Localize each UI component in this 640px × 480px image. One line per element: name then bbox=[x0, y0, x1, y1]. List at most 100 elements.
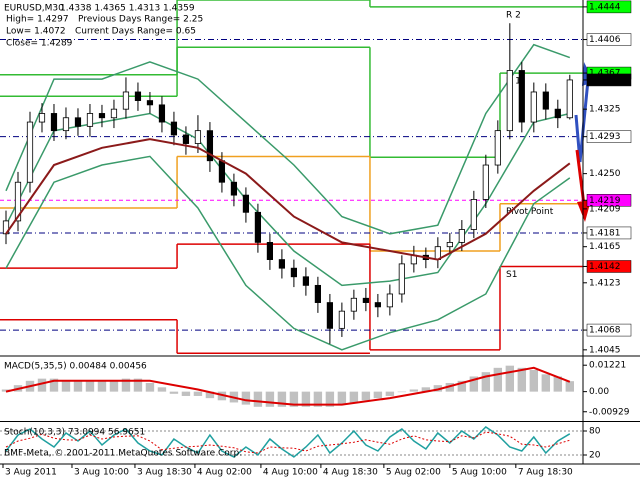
x-tick-label: 4 Aug 18:30 bbox=[323, 468, 378, 478]
candle-body bbox=[566, 79, 573, 119]
candle-body bbox=[86, 113, 94, 127]
candle-body bbox=[350, 297, 357, 312]
macd-bar bbox=[145, 382, 155, 392]
macd-bar bbox=[157, 387, 167, 392]
y-tick-box bbox=[586, 323, 632, 337]
x-tick-label: 4 Aug 02:00 bbox=[197, 468, 252, 478]
panel-title: MACD(5,35,5) 0.00484 0.00456 bbox=[4, 362, 147, 372]
candle-body bbox=[290, 267, 297, 278]
y-tick-label: 1.4219 bbox=[589, 196, 621, 206]
y-tick-label: 1.4367 bbox=[589, 69, 621, 79]
y-tick-label: 1.4406 bbox=[589, 35, 621, 45]
y-tick-label: 1.4250 bbox=[589, 169, 621, 179]
candle-body bbox=[386, 293, 393, 308]
y-tick-box bbox=[586, 130, 632, 143]
candle-body bbox=[158, 104, 166, 123]
candle-body bbox=[2, 220, 10, 235]
candle-body bbox=[50, 113, 58, 132]
y-tick-label: 1.4359 bbox=[589, 75, 621, 85]
panel-title: Stoch(10,3,3) 73.0994 56.9651 bbox=[4, 428, 145, 438]
macd-bar bbox=[517, 367, 527, 392]
candle-body bbox=[266, 241, 274, 260]
macd-bar bbox=[409, 389, 419, 392]
candle-body bbox=[398, 263, 405, 295]
candle-body bbox=[74, 117, 82, 127]
y-tick-label: 80 bbox=[589, 427, 601, 437]
y-tick-label: 1.4325 bbox=[589, 105, 621, 115]
candle-body bbox=[446, 241, 453, 248]
x-tick-label: 3 Aug 2011 bbox=[5, 468, 57, 478]
macd-bar bbox=[85, 380, 95, 392]
candle-body bbox=[110, 108, 118, 119]
candle-body bbox=[314, 284, 321, 303]
macd-bar bbox=[397, 391, 407, 393]
macd-bar bbox=[529, 369, 539, 392]
candle-body bbox=[146, 100, 154, 106]
macd-bar bbox=[313, 391, 323, 407]
y-tick-label: 1.4209 bbox=[589, 204, 621, 214]
macd-bar bbox=[241, 391, 251, 405]
info-line: Current Days Range= 0.65 bbox=[75, 27, 196, 37]
band-line bbox=[5, 155, 571, 351]
candle-body bbox=[482, 164, 489, 200]
macd-bar bbox=[277, 391, 287, 407]
macd-bar bbox=[265, 391, 275, 407]
macd-bar bbox=[193, 391, 203, 396]
macd-bar bbox=[181, 391, 191, 396]
macd-bar bbox=[445, 382, 455, 392]
candle-body bbox=[518, 70, 525, 123]
candle-body bbox=[230, 181, 238, 196]
candle-body bbox=[530, 91, 537, 123]
macd-bar bbox=[481, 372, 491, 392]
x-tick-label: 4 Aug 10:00 bbox=[263, 468, 318, 478]
y-tick-label: 0.00 bbox=[589, 387, 609, 397]
candle-body bbox=[542, 91, 549, 110]
candle-body bbox=[206, 130, 214, 162]
signal-line bbox=[5, 366, 571, 406]
macd-bar bbox=[553, 376, 563, 392]
x-tick-label: 3 Aug 18:30 bbox=[137, 468, 192, 478]
ohlc-header: 1.4338 1.4365 1.4313 1.4359 bbox=[60, 4, 195, 14]
macd-bar bbox=[385, 391, 395, 396]
x-tick-label: 7 Aug 18:30 bbox=[518, 468, 573, 478]
info-line: Previous Days Range= 2.25 bbox=[78, 15, 203, 25]
y-tick-box bbox=[586, 0, 632, 14]
macd-bar bbox=[253, 391, 263, 407]
macd-bar bbox=[457, 380, 467, 392]
candle-body bbox=[182, 134, 190, 144]
macd-bar bbox=[73, 380, 83, 392]
macd-bar bbox=[37, 378, 47, 392]
macd-bar bbox=[505, 365, 515, 392]
y-tick-box bbox=[586, 33, 632, 46]
y-tick-label: 1.4045 bbox=[589, 345, 621, 355]
info-line: Close= 1.4289 bbox=[6, 39, 73, 49]
y-tick-box bbox=[586, 73, 632, 87]
macd-bar bbox=[49, 378, 59, 392]
macd-bar bbox=[337, 391, 347, 405]
macd-bar bbox=[289, 391, 299, 407]
macd-bar bbox=[97, 380, 107, 392]
candle-body bbox=[170, 121, 178, 136]
info-line: Low= 1.4072 bbox=[6, 27, 66, 37]
x-tick-label: 3 Aug 10:00 bbox=[74, 468, 129, 478]
macd-bar bbox=[421, 387, 431, 392]
y-tick-label: 0.01221 bbox=[589, 361, 626, 371]
macd-bar bbox=[349, 391, 359, 403]
candle-body bbox=[26, 121, 34, 183]
stoch-line bbox=[5, 426, 571, 458]
y-tick-label: -0.00929 bbox=[589, 407, 630, 417]
candle-body bbox=[62, 117, 70, 132]
macd-bar bbox=[373, 391, 383, 399]
candle-body bbox=[302, 276, 309, 286]
macd-bar bbox=[1, 389, 11, 392]
macd-bar bbox=[493, 367, 503, 392]
macd-bar bbox=[565, 381, 575, 392]
macd-bar bbox=[301, 391, 311, 407]
candle-body bbox=[122, 91, 130, 110]
moving-average bbox=[5, 138, 571, 261]
macd-bar bbox=[133, 378, 143, 392]
candle-body bbox=[254, 211, 262, 243]
y-tick-label: 1.4068 bbox=[589, 326, 621, 336]
band-line bbox=[5, 43, 571, 235]
